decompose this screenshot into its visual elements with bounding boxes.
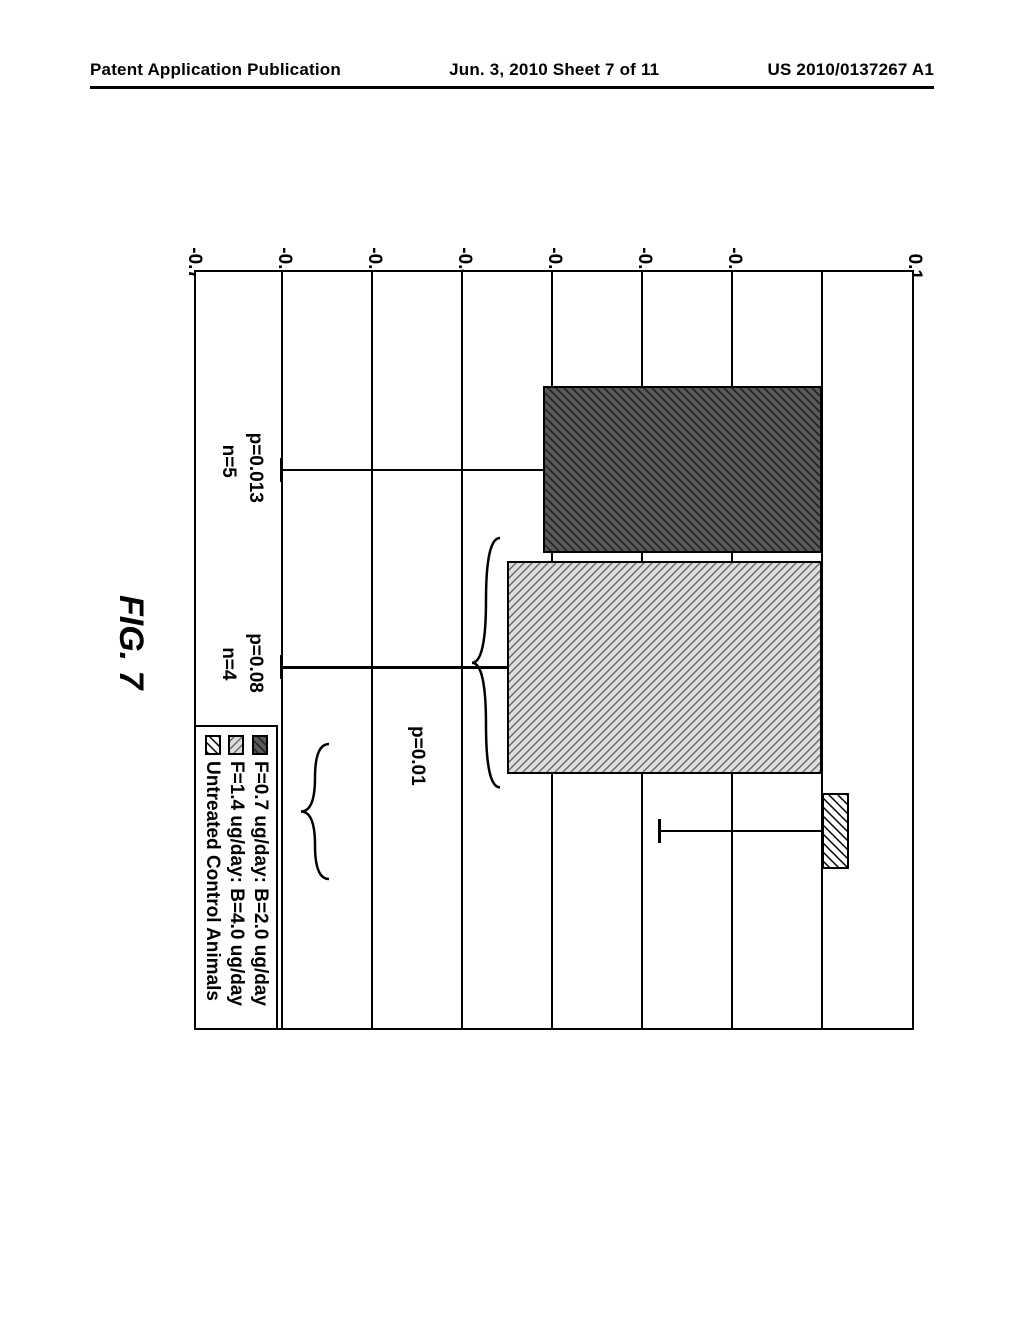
error-bar-cap [281,655,284,679]
figure-7-chart: Fat Loss Tx vs. Control (g) 0.10-0.1-0.2… [90,170,934,1150]
header-right: US 2010/0137267 A1 [767,60,934,80]
bar1-p-annotation: p=0.013 [244,433,266,503]
legend: F=0.7 ug/day: B=2.0 ug/dayF=1.4 ug/day: … [194,725,278,1030]
brace [464,528,502,797]
legend-item: F=0.7 ug/day: B=2.0 ug/day [248,735,272,1020]
bar [543,386,822,553]
gridline [461,272,463,1028]
bar [822,793,849,869]
legend-item: Untreated Control Animals [201,735,225,1020]
brace1-p-annotation: p=0.01 [406,726,428,786]
figure-label: FIG. 7 [111,595,150,689]
header-left: Patent Application Publication [90,60,341,80]
legend-label: F=1.4 ug/day: B=4.0 ug/day [225,761,249,1006]
error-bar-cap [281,458,284,482]
bar2-p-annotation: p=0.08 [244,633,266,693]
error-bar [282,469,543,472]
gridline [371,272,373,1028]
bar [507,561,822,774]
legend-label: Untreated Control Animals [201,761,225,1001]
error-bar [282,666,507,669]
brace [293,734,331,889]
legend-swatch-icon [205,735,221,755]
header-divider [90,86,934,89]
bar2-n-annotation: n=4 [217,647,239,680]
legend-swatch-icon [228,735,244,755]
error-bar-cap [659,819,662,843]
error-bar [660,830,822,833]
bar1-n-annotation: n=5 [217,445,239,478]
legend-swatch-icon [252,735,268,755]
legend-item: F=1.4 ug/day: B=4.0 ug/day [225,735,249,1020]
legend-label: F=0.7 ug/day: B=2.0 ug/day [248,761,272,1006]
gridline [281,272,283,1028]
header-center: Jun. 3, 2010 Sheet 7 of 11 [449,60,659,80]
plot-area [194,270,914,1030]
